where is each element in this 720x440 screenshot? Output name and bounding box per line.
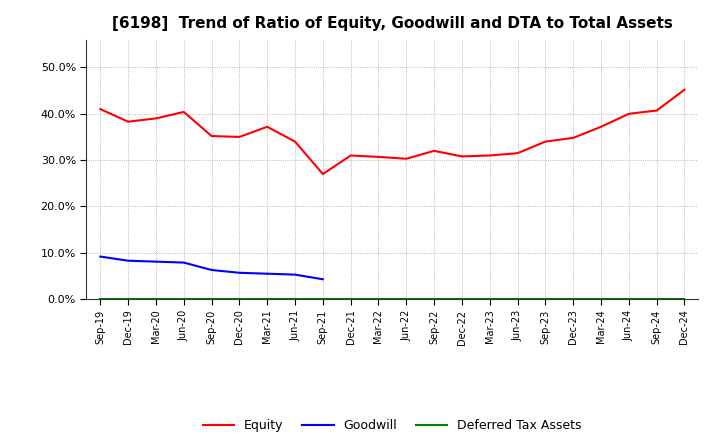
Equity — [346, 153, 355, 158]
Deferred Tax Assets — [485, 296, 494, 301]
Equity — [152, 116, 161, 121]
Equity — [179, 109, 188, 114]
Equity — [235, 134, 243, 139]
Deferred Tax Assets — [597, 296, 606, 301]
Equity — [680, 87, 689, 92]
Equity — [318, 172, 327, 177]
Deferred Tax Assets — [624, 296, 633, 301]
Goodwill — [96, 254, 104, 259]
Deferred Tax Assets — [179, 296, 188, 301]
Goodwill — [263, 271, 271, 276]
Deferred Tax Assets — [124, 296, 132, 301]
Deferred Tax Assets — [402, 296, 410, 301]
Equity — [541, 139, 550, 144]
Deferred Tax Assets — [318, 296, 327, 301]
Line: Equity: Equity — [100, 90, 685, 174]
Equity — [263, 124, 271, 129]
Equity — [458, 154, 467, 159]
Deferred Tax Assets — [513, 296, 522, 301]
Deferred Tax Assets — [263, 296, 271, 301]
Deferred Tax Assets — [374, 296, 383, 301]
Deferred Tax Assets — [207, 296, 216, 301]
Equity — [624, 111, 633, 117]
Deferred Tax Assets — [235, 296, 243, 301]
Goodwill — [291, 272, 300, 277]
Equity — [402, 156, 410, 161]
Equity — [652, 108, 661, 113]
Deferred Tax Assets — [96, 296, 104, 301]
Goodwill — [124, 258, 132, 264]
Goodwill — [152, 259, 161, 264]
Equity — [207, 133, 216, 139]
Goodwill — [179, 260, 188, 265]
Equity — [96, 106, 104, 112]
Deferred Tax Assets — [652, 296, 661, 301]
Line: Goodwill: Goodwill — [100, 257, 323, 279]
Deferred Tax Assets — [291, 296, 300, 301]
Deferred Tax Assets — [430, 296, 438, 301]
Goodwill — [235, 270, 243, 275]
Deferred Tax Assets — [152, 296, 161, 301]
Goodwill — [207, 268, 216, 273]
Deferred Tax Assets — [541, 296, 550, 301]
Equity — [291, 139, 300, 144]
Goodwill — [318, 277, 327, 282]
Equity — [124, 119, 132, 124]
Deferred Tax Assets — [346, 296, 355, 301]
Deferred Tax Assets — [680, 296, 689, 301]
Equity — [597, 124, 606, 129]
Equity — [430, 148, 438, 154]
Deferred Tax Assets — [569, 296, 577, 301]
Equity — [513, 150, 522, 156]
Legend: Equity, Goodwill, Deferred Tax Assets: Equity, Goodwill, Deferred Tax Assets — [198, 414, 587, 437]
Title: [6198]  Trend of Ratio of Equity, Goodwill and DTA to Total Assets: [6198] Trend of Ratio of Equity, Goodwil… — [112, 16, 672, 32]
Equity — [374, 154, 383, 160]
Deferred Tax Assets — [458, 296, 467, 301]
Equity — [569, 135, 577, 140]
Equity — [485, 153, 494, 158]
